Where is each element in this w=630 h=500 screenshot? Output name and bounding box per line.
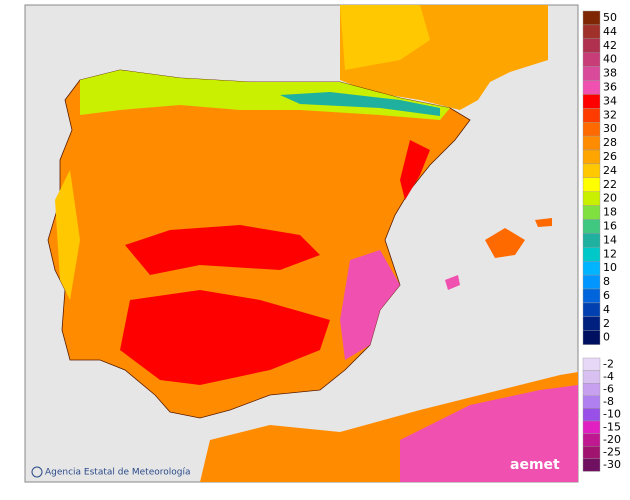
north-coast [80,70,450,120]
legend-swatch [582,66,601,81]
legend-label: 40 [603,53,617,66]
legend-label: -20 [603,433,621,446]
legend-swatch [582,38,601,53]
legend-label: 0 [603,331,610,344]
legend-swatch [582,274,601,290]
legend-swatch [582,205,601,220]
hot-zone-ebro [400,140,430,200]
legend-label: 22 [603,178,617,191]
legend-swatch [582,383,601,397]
legend-swatch [582,52,601,67]
legend-swatch [582,370,601,384]
legend-swatch [582,330,601,345]
legend-swatch [582,302,601,317]
legend-label: 4 [603,303,610,316]
legend-label: 44 [603,25,617,38]
legend-swatch [582,94,601,109]
legend-swatch [582,288,601,304]
legend-label: -25 [603,446,621,459]
legend-label: -6 [603,383,614,396]
legend-label: 2 [603,317,610,330]
legend-label: 30 [603,122,617,135]
legend-label: -2 [603,357,614,370]
legend-label: 34 [603,94,617,107]
legend-swatch [582,80,601,95]
menorca [535,218,552,227]
legend-label: 50 [603,11,617,24]
legend-swatch [582,219,601,234]
legend-swatch [582,24,601,39]
hot-zone-south [120,290,330,385]
legend-swatch [582,135,601,151]
legend-label: 42 [603,39,617,52]
legend-swatch [582,163,601,178]
legend-swatch [582,247,601,262]
legend-swatch [582,433,601,447]
legend-swatch [582,121,601,137]
france-north [340,5,430,70]
legend-swatch [582,149,601,165]
legend-label: 38 [603,67,617,80]
logo: aemet [510,457,560,473]
legend-swatch [582,446,601,460]
legend-label: 16 [603,219,617,232]
legend-swatch [582,458,601,472]
legend-swatch [582,395,601,409]
pyrenees [280,92,440,116]
legend-label: 28 [603,136,617,149]
legend-label: 8 [603,275,610,288]
legend-label: 12 [603,247,617,260]
legend-label: 6 [603,289,610,302]
mallorca [485,228,525,258]
legend-swatch [582,108,601,123]
west-coast [55,170,80,300]
legend-label: 26 [603,150,617,163]
legend-swatch [582,408,601,422]
legend-swatch [582,177,601,192]
legend-swatch [582,233,601,248]
legend-label: -30 [603,458,621,471]
hot-zone-east [340,250,400,360]
legend-label: 32 [603,108,617,121]
legend-swatch [582,357,601,371]
legend-label: 20 [603,192,617,205]
legend-label: 10 [603,261,617,274]
legend-label: -10 [603,408,621,421]
credit: Agencia Estatal de Meteorología [45,468,191,478]
hot-zone-center [125,225,320,275]
legend-label: 36 [603,80,617,93]
africa-hot [400,385,578,482]
legend: 5044424038363432302826242220181614121086… [582,10,621,472]
legend-swatch [582,261,601,276]
legend-swatch [582,191,601,206]
ibiza [445,275,460,290]
legend-swatch [582,420,601,434]
credit-icon [31,466,43,478]
legend-label: -8 [603,395,614,408]
legend-swatch [582,316,601,331]
legend-label: 24 [603,164,617,177]
legend-swatch [582,10,601,26]
legend-label: -4 [603,370,614,383]
legend-label: -15 [603,420,621,433]
legend-label: 14 [603,233,617,246]
legend-label: 18 [603,206,617,219]
